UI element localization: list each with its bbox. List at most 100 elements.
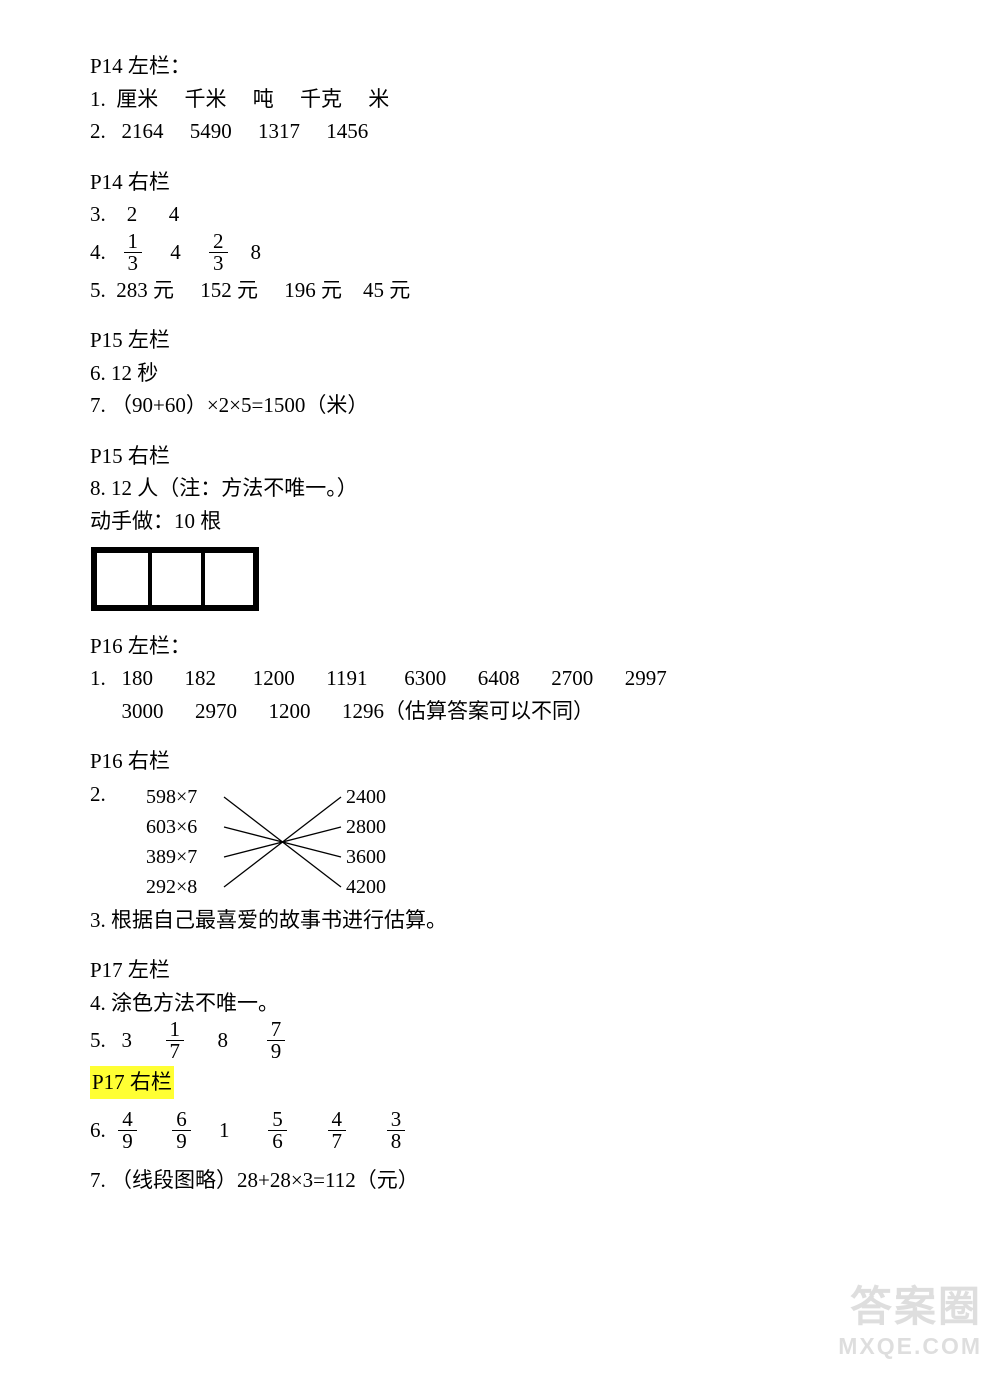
ans: 4 <box>169 202 180 226</box>
fraction: 47 <box>328 1109 347 1152</box>
ans: 吨 <box>253 87 274 111</box>
section-title: P16 右栏 <box>90 745 920 778</box>
q3: 3. 2 4 <box>90 198 920 231</box>
q-num: 2. <box>90 119 106 143</box>
ans: 2700 <box>551 666 593 690</box>
hands-on: 动手做：10 根 <box>90 505 920 538</box>
section-p17-left: P17 左栏 4. 涂色方法不唯一。 5. 3 17 8 79 P17 右栏 6… <box>90 954 920 1196</box>
q5: 5. 283 元 152 元 196 元 45 元 <box>90 274 920 307</box>
q1-row2: 3000 2970 1200 1296（估算答案可以不同） <box>90 695 920 728</box>
watermark-line1: 答案圈 <box>838 1285 982 1329</box>
ans: 180 <box>122 666 154 690</box>
ans: 1191 <box>326 666 367 690</box>
fraction: 13 <box>124 231 143 274</box>
q6: 6. 49 69 1 56 47 38 <box>90 1109 920 1152</box>
ans: 1 <box>219 1118 230 1142</box>
q1: 1. 厘米 千米 吨 千克 米 <box>90 83 920 116</box>
matching-diagram: 598×7 603×6 389×7 292×8 2400 2800 3600 4… <box>146 782 486 902</box>
fraction: 69 <box>172 1109 191 1152</box>
ans: 283 元 <box>116 278 174 302</box>
q6: 6. 12 秒 <box>90 357 920 390</box>
q4: 4. 13 4 23 8 <box>90 231 920 274</box>
highlighted-title: P17 右栏 <box>90 1066 174 1099</box>
numerator: 1 <box>166 1019 185 1041</box>
section-title: P16 左栏： <box>90 630 920 663</box>
q1-row1: 1. 180 182 1200 1191 6300 6408 2700 2997 <box>90 662 920 695</box>
numerator: 7 <box>267 1019 286 1041</box>
ans: 1317 <box>258 119 300 143</box>
q-num: 5. <box>90 1029 106 1053</box>
denominator: 3 <box>209 253 228 274</box>
section-title: P14 左栏： <box>90 50 920 83</box>
section-p14-left: P14 左栏： 1. 厘米 千米 吨 千克 米 2. 2164 5490 131… <box>90 50 920 148</box>
section-title: P17 左栏 <box>90 954 920 987</box>
section-p16-left: P16 左栏： 1. 180 182 1200 1191 6300 6408 2… <box>90 630 920 728</box>
ans: 6408 <box>478 666 520 690</box>
q-num: 4. <box>90 240 106 264</box>
denominator: 9 <box>267 1041 286 1062</box>
numerator: 1 <box>124 231 143 253</box>
ans: 3000 <box>122 699 164 723</box>
denominator: 7 <box>328 1131 347 1152</box>
fraction: 38 <box>387 1109 406 1152</box>
q-num: 5. <box>90 278 106 302</box>
ans: 1200 <box>269 699 311 723</box>
page: P14 左栏： 1. 厘米 千米 吨 千克 米 2. 2164 5490 131… <box>0 0 1000 1379</box>
section-p14-right: P14 右栏 3. 2 4 4. 13 4 23 8 5. 283 元 152 … <box>90 166 920 307</box>
ans: 182 <box>185 666 217 690</box>
ans: 1456 <box>326 119 368 143</box>
ans: 米 <box>368 87 389 111</box>
ans: 厘米 <box>116 87 158 111</box>
denominator: 9 <box>172 1131 191 1152</box>
q-num: 1. <box>90 87 106 111</box>
ans: 45 元 <box>363 278 410 302</box>
section-title: P14 右栏 <box>90 166 920 199</box>
fraction: 79 <box>267 1019 286 1062</box>
q-num: 2. <box>90 778 118 811</box>
ans: 千克 <box>300 87 342 111</box>
watermark: 答案圈 MXQE.COM <box>838 1285 982 1365</box>
q4: 4. 涂色方法不唯一。 <box>90 987 920 1020</box>
ans: 2970 <box>195 699 237 723</box>
fraction: 23 <box>209 231 228 274</box>
ans: 1200 <box>253 666 295 690</box>
q-num: 3. <box>90 202 106 226</box>
ans: 3 <box>122 1029 133 1053</box>
q3: 3. 根据自己最喜爱的故事书进行估算。 <box>90 904 920 937</box>
section-p15-left: P15 左栏 6. 12 秒 7. （90+60）×2×5=1500（米） <box>90 324 920 422</box>
section-p16-right: P16 右栏 2. 598×7 603×6 389×7 292×8 2400 2… <box>90 745 920 936</box>
q8: 8. 12 人（注：方法不唯一。） <box>90 472 920 505</box>
denominator: 6 <box>268 1131 287 1152</box>
ans: 2997 <box>625 666 667 690</box>
ans: 152 元 <box>200 278 258 302</box>
numerator: 2 <box>209 231 228 253</box>
q7: 7. （线段图略）28+28×3=112（元） <box>90 1164 920 1197</box>
fraction: 49 <box>118 1109 137 1152</box>
denominator: 3 <box>124 253 143 274</box>
section-title: P15 右栏 <box>90 440 920 473</box>
watermark-line2: MXQE.COM <box>838 1329 982 1365</box>
numerator: 4 <box>118 1109 137 1131</box>
numerator: 6 <box>172 1109 191 1131</box>
sticks-diagram <box>90 546 920 612</box>
ans: 千米 <box>185 87 227 111</box>
ans: 1296（估算答案可以不同） <box>342 699 594 723</box>
numerator: 4 <box>328 1109 347 1131</box>
fraction: 17 <box>166 1019 185 1062</box>
denominator: 7 <box>166 1041 185 1062</box>
ans: 2164 <box>122 119 164 143</box>
q-num: 6. <box>90 1118 106 1142</box>
q2: 2. 2164 5490 1317 1456 <box>90 115 920 148</box>
ans: 8 <box>251 240 262 264</box>
q7: 7. （90+60）×2×5=1500（米） <box>90 389 920 422</box>
ans: 4 <box>170 240 181 264</box>
fraction: 56 <box>268 1109 287 1152</box>
ans: 8 <box>218 1029 229 1053</box>
q-num: 1. <box>90 666 106 690</box>
section-p15-right: P15 右栏 8. 12 人（注：方法不唯一。） 动手做：10 根 <box>90 440 920 612</box>
q5: 5. 3 17 8 79 <box>90 1019 920 1062</box>
denominator: 8 <box>387 1131 406 1152</box>
numerator: 3 <box>387 1109 406 1131</box>
ans: 2 <box>127 202 138 226</box>
section-title: P15 左栏 <box>90 324 920 357</box>
